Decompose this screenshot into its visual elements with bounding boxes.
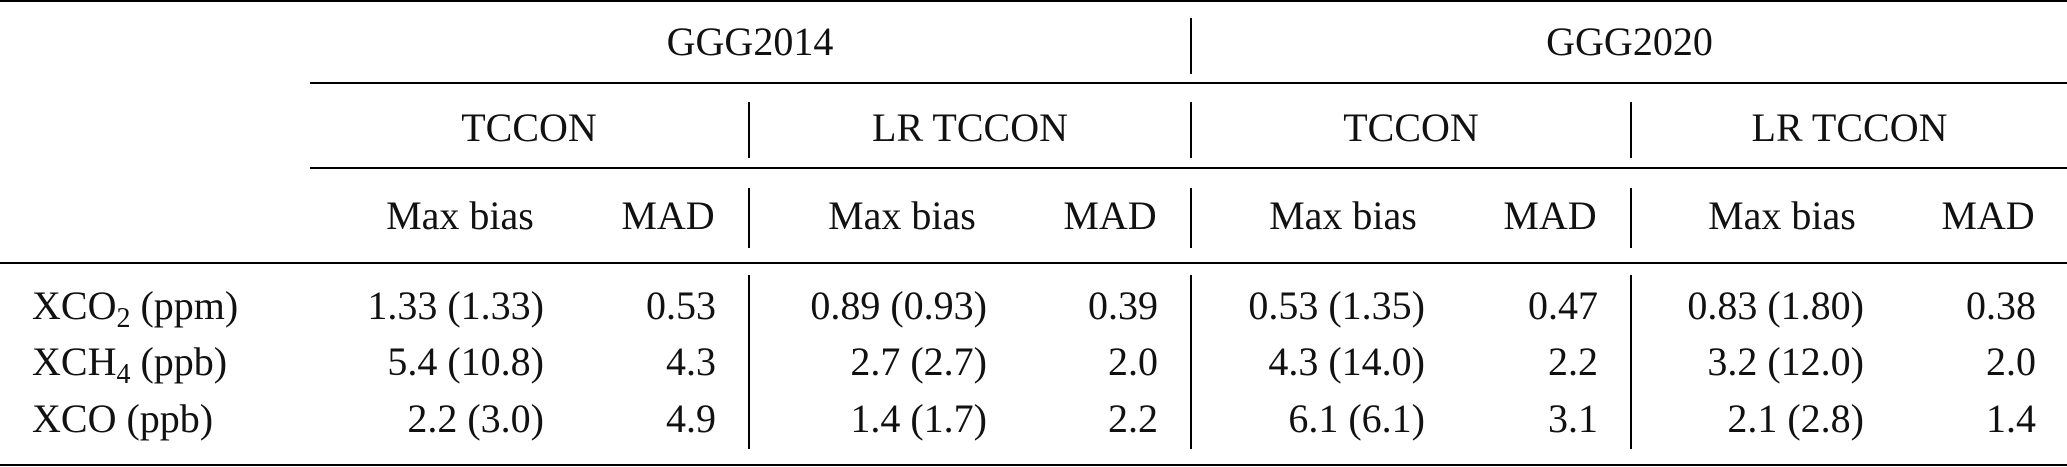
table-cell: 2.2 (3.0) bbox=[407, 396, 544, 441]
group-header-ggg2014: GGG2014 bbox=[666, 19, 834, 64]
table-cell: 1.4 bbox=[1986, 396, 2036, 441]
row-label-unit: (ppb) bbox=[116, 396, 214, 441]
table-cell: 0.53 (1.35) bbox=[1248, 283, 1425, 328]
top-rule bbox=[0, 0, 2067, 2]
body-separator-3 bbox=[1630, 275, 1632, 449]
row-label: XCO (ppb) bbox=[32, 397, 213, 441]
table-cell: 0.89 (0.93) bbox=[810, 283, 987, 328]
subgroup-rule bbox=[310, 167, 2067, 169]
col-header-max-bias: Max bias bbox=[1708, 193, 1856, 238]
table-cell: 2.7 (2.7) bbox=[850, 339, 987, 384]
row-label-subscript: 2 bbox=[116, 303, 131, 334]
group-header-ggg2020: GGG2020 bbox=[1546, 19, 1713, 64]
group-rule bbox=[310, 82, 2067, 84]
row-label-main: XCO bbox=[32, 283, 117, 328]
table-cell: 3.1 bbox=[1548, 396, 1598, 441]
group-separator bbox=[1190, 18, 1192, 74]
subgroup-header-tccon-2014: TCCON bbox=[461, 105, 597, 150]
table-cell: 4.3 (14.0) bbox=[1268, 339, 1425, 384]
subgroup-header-lr-tccon-2014: LR TCCON bbox=[872, 105, 1068, 150]
row-label-main: XCH bbox=[32, 339, 117, 384]
column-separator-2 bbox=[1190, 188, 1192, 248]
table-cell: 0.39 bbox=[1088, 283, 1158, 328]
table-cell: 4.9 bbox=[666, 396, 716, 441]
column-separator-1 bbox=[748, 188, 750, 248]
row-label: XCO2 (ppm) bbox=[32, 283, 239, 333]
subgroup-header-tccon-2020: TCCON bbox=[1343, 105, 1479, 150]
col-header-max-bias: Max bias bbox=[386, 193, 534, 238]
table-cell: 5.4 (10.8) bbox=[387, 339, 544, 384]
col-header-mad: MAD bbox=[1941, 193, 2035, 238]
header-rule bbox=[0, 262, 2067, 264]
table-cell: 4.3 bbox=[666, 339, 716, 384]
subgroup-separator-1 bbox=[748, 102, 750, 158]
table-cell: 1.4 (1.7) bbox=[850, 396, 987, 441]
col-header-mad: MAD bbox=[1503, 193, 1597, 238]
table-cell: 2.0 bbox=[1986, 339, 2036, 384]
subgroup-separator-3 bbox=[1630, 102, 1632, 158]
row-label-main: XCO bbox=[32, 396, 117, 441]
subgroup-separator-2 bbox=[1190, 102, 1192, 158]
table-cell: 0.53 bbox=[646, 283, 716, 328]
row-label-unit: (ppb) bbox=[130, 339, 228, 384]
column-separator-3 bbox=[1630, 188, 1632, 248]
table-cell: 0.38 bbox=[1966, 283, 2036, 328]
col-header-max-bias: Max bias bbox=[828, 193, 976, 238]
col-header-mad: MAD bbox=[621, 193, 715, 238]
table-cell: 1.33 (1.33) bbox=[367, 283, 544, 328]
table-cell: 2.2 bbox=[1548, 339, 1598, 384]
table-cell: 2.0 bbox=[1108, 339, 1158, 384]
table-cell: 6.1 (6.1) bbox=[1288, 396, 1425, 441]
table-cell: 0.83 (1.80) bbox=[1687, 283, 1864, 328]
table-cell: 2.1 (2.8) bbox=[1727, 396, 1864, 441]
table-cell: 2.2 bbox=[1108, 396, 1158, 441]
row-label-unit: (ppm) bbox=[130, 283, 239, 328]
row-label: XCH4 (ppb) bbox=[32, 339, 228, 389]
subgroup-header-lr-tccon-2020: LR TCCON bbox=[1751, 105, 1948, 150]
body-separator-1 bbox=[748, 275, 750, 449]
table-cell: 0.47 bbox=[1528, 283, 1598, 328]
bottom-rule bbox=[0, 464, 2067, 466]
col-header-max-bias: Max bias bbox=[1269, 193, 1417, 238]
body-separator-2 bbox=[1190, 275, 1192, 449]
row-label-subscript: 4 bbox=[116, 359, 131, 390]
table-cell: 3.2 (12.0) bbox=[1707, 339, 1864, 384]
col-header-mad: MAD bbox=[1063, 193, 1157, 238]
